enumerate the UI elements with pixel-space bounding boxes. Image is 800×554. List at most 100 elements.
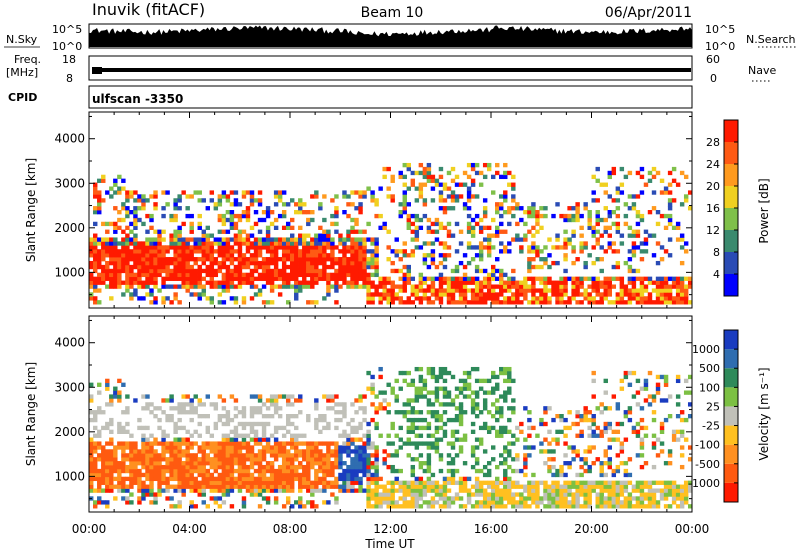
data-cell [330,449,335,454]
data-cell [595,504,600,509]
data-cell [133,453,138,458]
data-cell [189,476,194,482]
data-cell [298,241,303,246]
data-cell [213,202,219,207]
data-cell [273,237,279,242]
data-cell [470,276,476,281]
data-cell [117,421,122,427]
data-cell [177,276,182,281]
data-cell [378,504,383,509]
data-cell [631,496,637,501]
data-cell [503,249,508,254]
data-cell [153,437,158,442]
data-cell [619,449,625,454]
data-cell [233,233,239,238]
data-cell [221,257,227,262]
data-cell [454,300,460,305]
data-cell [269,398,275,403]
data-cell [547,504,552,509]
data-cell [667,276,673,281]
data-cell [442,366,448,372]
data-cell [177,194,182,199]
data-cell [165,190,170,195]
data-cell [229,245,235,250]
data-cell [382,174,387,180]
data-cell [141,496,146,501]
data-cell [470,410,476,415]
data-cell [470,445,476,450]
data-cell [683,241,689,246]
data-cell [611,496,617,501]
data-cell [338,410,343,415]
data-cell [667,213,673,219]
data-cell [209,484,215,489]
data-cell [310,276,315,281]
data-cell [675,488,681,493]
data-cell [539,280,544,285]
data-cell [458,414,464,419]
data-cell [503,461,508,466]
data-cell [362,464,367,470]
data-cell [366,186,371,191]
data-cell [169,272,174,278]
data-cell [310,492,315,497]
data-cell [129,272,134,278]
data-cell [478,504,484,509]
data-cell [181,461,186,466]
data-cell [583,414,588,419]
data-cell [225,472,231,478]
data-cell [442,394,448,399]
data-cell [165,276,170,281]
data-cell [193,276,198,281]
data-cell [486,378,492,384]
data-cell [446,300,452,305]
data-cell [462,410,468,415]
data-cell [466,241,472,246]
data-cell [659,284,665,289]
data-cell [197,292,202,297]
data-cell [619,288,625,293]
data-cell [237,453,243,458]
data-cell [523,292,528,297]
data-cell [402,198,407,203]
data-cell [257,504,263,509]
data-cell [446,394,452,399]
data-cell [302,249,307,254]
data-cell [322,194,327,199]
data-cell [667,237,673,242]
data-cell [466,260,472,266]
data-cell [527,425,532,431]
data-cell [486,272,492,278]
data-cell [153,276,158,281]
data-cell [149,280,154,285]
data-cell [442,288,448,293]
data-cell [173,488,178,493]
data-cell [523,504,528,509]
data-cell [133,441,138,446]
data-cell [623,300,629,305]
data-cell [370,194,375,199]
data-cell [555,300,560,305]
data-cell [623,484,629,489]
data-cell [559,464,564,470]
data-cell [442,429,448,434]
data-cell [495,480,500,485]
data-cell [482,237,488,242]
data-cell [133,445,138,450]
data-cell [133,241,138,246]
data-cell [217,280,223,285]
data-cell [213,488,219,493]
data-cell [153,280,158,285]
data-cell [539,449,544,454]
data-cell [659,288,665,293]
data-cell [145,272,150,278]
data-cell [462,182,468,187]
data-cell [318,202,323,207]
data-cell [257,202,263,207]
data-cell [281,449,287,454]
data-cell [346,202,351,207]
data-cell [302,233,307,238]
data-cell [253,241,259,246]
data-cell [338,457,343,462]
data-cell [209,457,215,462]
